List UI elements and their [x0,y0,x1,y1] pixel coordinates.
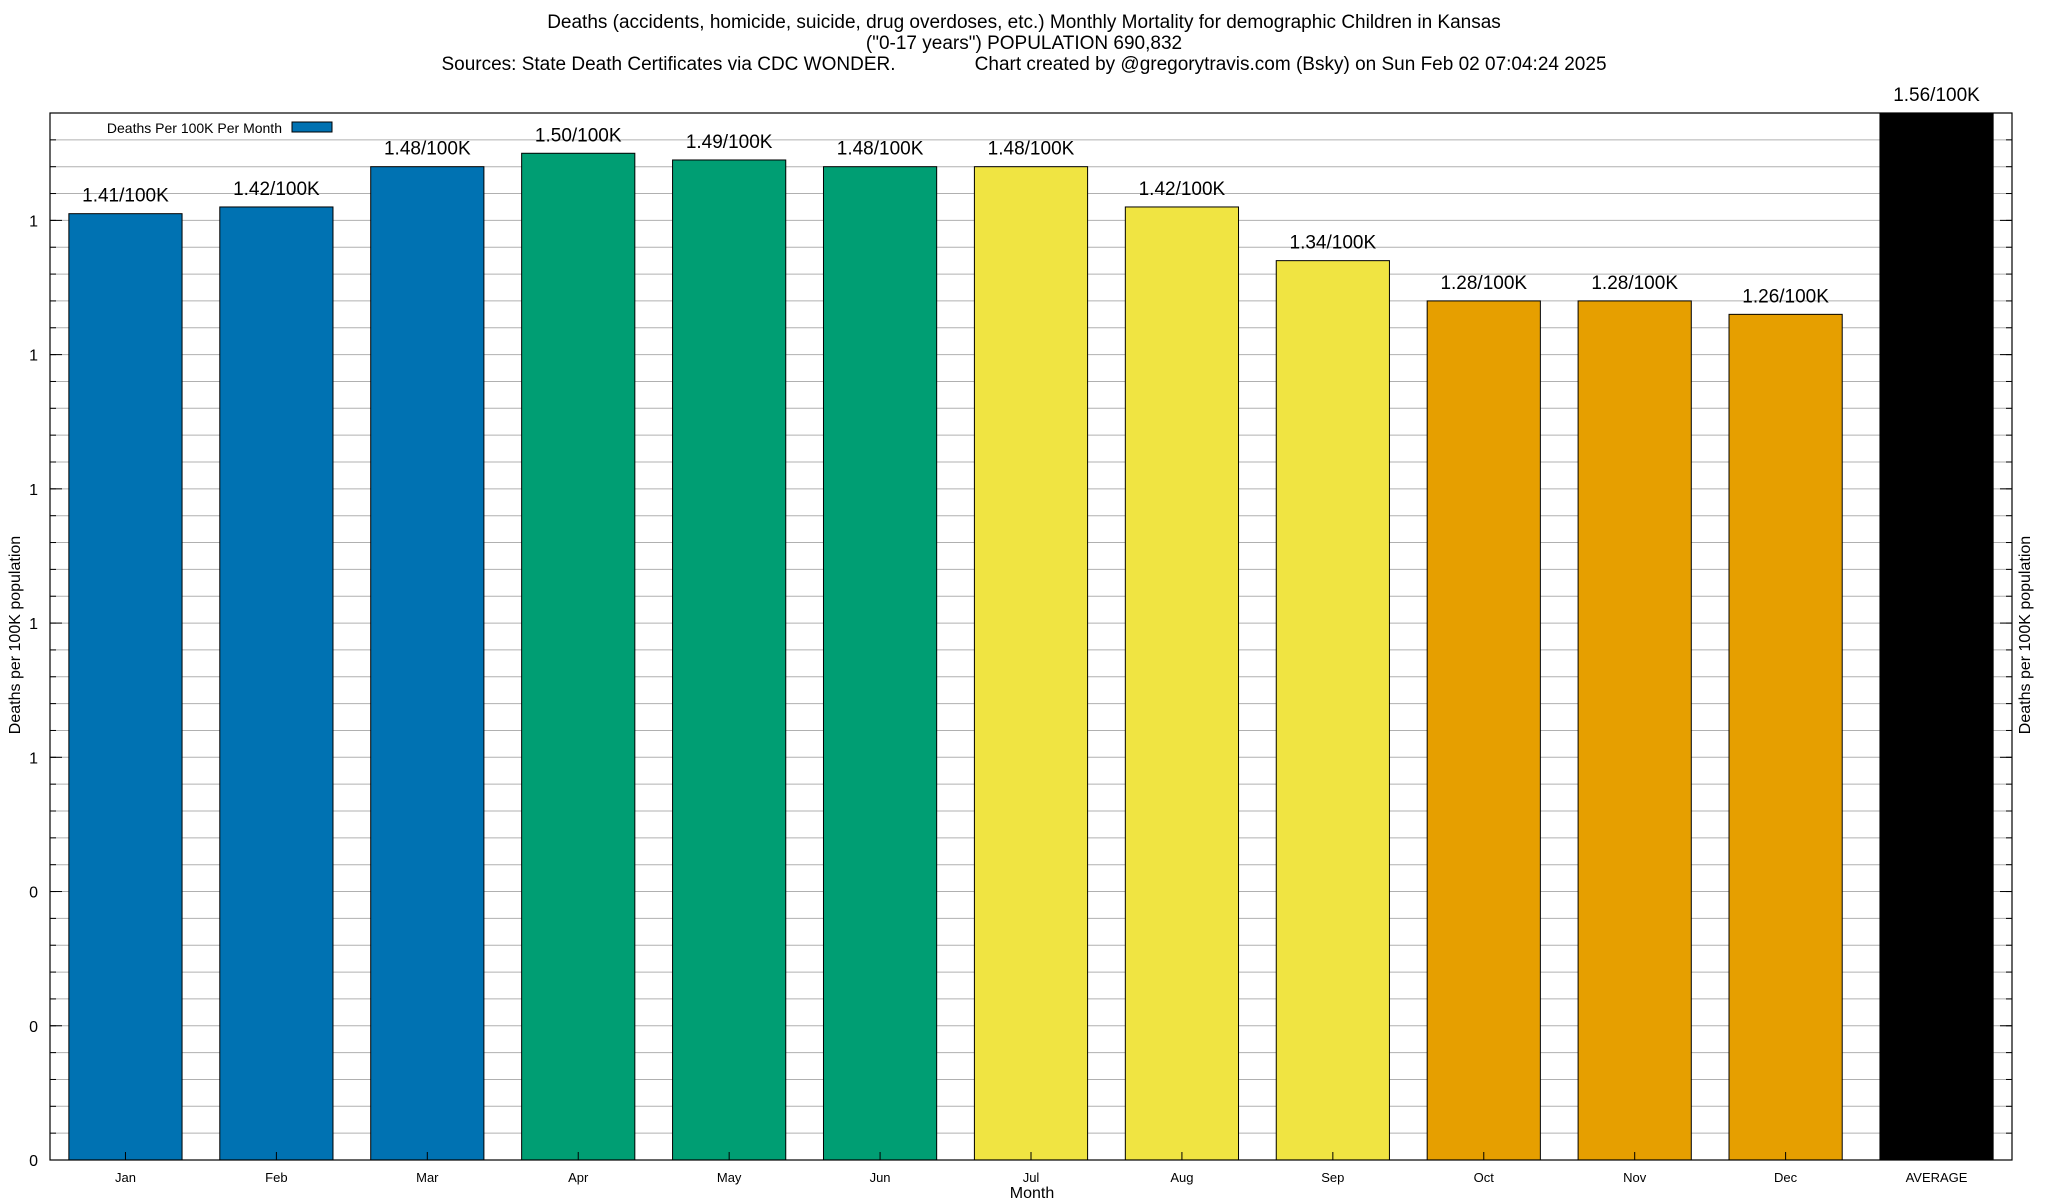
bar-jun [822,166,938,1161]
legend-swatch [291,121,333,133]
y-axis-label-right: Deaths per 100K population [2017,536,2034,734]
x-tick-label: Jan [115,1170,136,1185]
bar-nov [1577,300,1692,1161]
x-tick-label: Feb [265,1170,287,1185]
bar-apr [521,152,636,1161]
y-tick-label: 0 [29,1019,38,1036]
data-label: 1.50/100K [535,125,622,146]
chart-subtitle: ("0-17 years") POPULATION 690,832 [865,33,1183,54]
data-labels: 1.41/100K 1.42/100K 1.48/100K 1.50/100K 1.49… [82,85,1980,307]
data-label: 1.28/100K [1440,273,1527,294]
bar-mar [370,166,485,1161]
bar-may [672,159,787,1161]
bar-jan [68,213,183,1161]
y-tick-label: 1 [29,348,38,365]
data-label: 1.42/100K [233,179,320,200]
data-label: 1.56/100K [1893,85,1980,106]
x-tick-label: Sep [1321,1170,1344,1185]
bar-aug [1124,206,1240,1161]
x-tick-label: Nov [1623,1170,1647,1185]
bar-feb [219,206,334,1161]
axes: 0 0 0 1 1 1 1 1 Jan Feb Mar Apr May Jun Jul Aug Sep Oct No… [29,112,2013,1185]
x-tick-label: Mar [416,1170,439,1185]
y-tick-label: 0 [29,1153,38,1170]
legend: Deaths Per 100K Per Month [107,120,333,136]
x-tick-label: AVERAGE [1906,1170,1968,1185]
bar-dec [1728,313,1843,1161]
y-tick-label: 0 [29,885,38,902]
y-tick-label: 1 [29,750,38,767]
data-label: 1.41/100K [82,186,169,207]
data-label: 1.34/100K [1290,233,1377,254]
bar-average [1879,112,1994,1161]
x-tick-label: Apr [568,1170,589,1185]
bar-jul [973,166,1089,1161]
data-label: 1.49/100K [686,132,773,153]
plot-border [49,112,2013,1161]
data-label: 1.28/100K [1591,273,1678,294]
legend-label: Deaths Per 100K Per Month [107,120,282,136]
bar-oct [1426,300,1541,1161]
bars [68,112,1994,1161]
data-label: 1.26/100K [1742,286,1829,307]
x-tick-label: Oct [1474,1170,1495,1185]
y-axis-label-left: Deaths per 100K population [7,536,24,734]
bar-sep [1275,260,1390,1161]
y-tick-label: 1 [29,482,38,499]
data-label: 1.42/100K [1139,179,1226,200]
chart-title-block: Deaths (accidents, homicide, suicide, dr… [0,12,2048,75]
x-axis-label: Month [1010,1185,1054,1200]
chart-title: Deaths (accidents, homicide, suicide, dr… [547,12,1501,33]
x-tick-label: Jul [1023,1170,1040,1185]
data-label: 1.48/100K [988,139,1075,160]
x-tick-label: Aug [1170,1170,1193,1185]
data-label: 1.48/100K [837,139,924,160]
x-tick-label: Dec [1774,1170,1798,1185]
y-tick-label: 1 [29,616,38,633]
chart-source-line: Sources: State Death Certificates via CD… [441,54,1607,75]
x-tick-label: Jun [870,1170,891,1185]
x-tick-label: May [717,1170,742,1185]
data-label: 1.48/100K [384,139,471,160]
y-tick-label: 1 [29,213,38,230]
